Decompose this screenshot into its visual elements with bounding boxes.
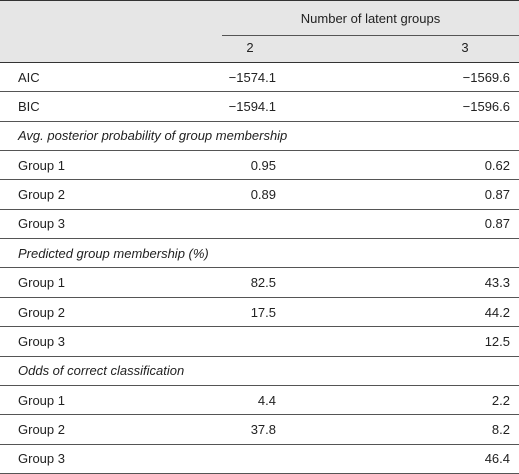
- row-label: Group 1: [18, 392, 65, 408]
- section-row: Avg. posterior probability of group memb…: [0, 122, 519, 152]
- value-cell: 17.5: [250, 304, 276, 320]
- value-cell: −1574.1: [228, 69, 276, 85]
- value-cell: 37.8: [250, 421, 276, 437]
- row-label: Group 1: [18, 157, 65, 173]
- data-row: Group 2 0.89 0.87: [0, 180, 519, 210]
- value-cell: 46.4: [484, 451, 510, 467]
- data-row: Group 3 12.5: [0, 327, 519, 357]
- section-row: Odds of correct classification: [0, 357, 519, 386]
- value-cell: −1594.1: [228, 99, 276, 115]
- value-cell: 43.3: [484, 275, 510, 291]
- data-row: Group 2 17.5 44.2: [0, 298, 519, 328]
- data-row: Group 1 0.95 0.62: [0, 151, 519, 181]
- data-row: AIC −1574.1 −1569.6: [0, 63, 519, 93]
- section-label: Avg. posterior probability of group memb…: [18, 128, 288, 144]
- value-cell: 0.87: [484, 216, 510, 232]
- value-cell: 44.2: [484, 304, 510, 320]
- data-row: Group 3 0.87: [0, 210, 519, 240]
- value-cell: 0.95: [250, 157, 276, 173]
- data-row: Group 2 37.8 8.2: [0, 415, 519, 445]
- value-cell: 4.4: [257, 392, 276, 408]
- value-cell: −1569.6: [462, 69, 510, 85]
- value-cell: 0.87: [484, 187, 510, 203]
- row-label: Group 3: [18, 216, 65, 232]
- data-row: BIC −1594.1 −1596.6: [0, 92, 519, 122]
- value-cell: 82.5: [250, 275, 276, 291]
- row-label: Group 2: [18, 421, 65, 437]
- value-cell: 0.89: [250, 187, 276, 203]
- section-row: Predicted group membership (%): [0, 239, 519, 269]
- data-row: Group 1 82.5 43.3: [0, 269, 519, 298]
- value-cell: 0.62: [484, 157, 510, 173]
- value-cell: −1596.6: [462, 99, 510, 115]
- spanner-rule: [222, 35, 519, 36]
- column-header: 2: [246, 40, 254, 55]
- value-cell: 12.5: [484, 333, 510, 349]
- row-label: Group 1: [18, 275, 65, 291]
- value-cell: 2.2: [491, 392, 510, 408]
- row-label: Group 3: [18, 333, 65, 349]
- row-label: Group 3: [18, 451, 65, 467]
- row-label: Group 2: [18, 304, 65, 320]
- row-label: BIC: [18, 99, 40, 115]
- row-label: AIC: [18, 69, 40, 85]
- data-row: Group 3 46.4: [0, 445, 519, 474]
- spanner-label: Number of latent groups: [300, 11, 441, 26]
- row-label: Group 2: [18, 187, 65, 203]
- section-label: Predicted group membership (%): [18, 245, 209, 261]
- data-row: Group 1 4.4 2.2: [0, 386, 519, 416]
- section-label: Odds of correct classification: [18, 363, 185, 379]
- column-header: 3: [461, 40, 469, 55]
- value-cell: 8.2: [491, 421, 510, 437]
- table-header: Number of latent groups 2 3: [0, 0, 519, 63]
